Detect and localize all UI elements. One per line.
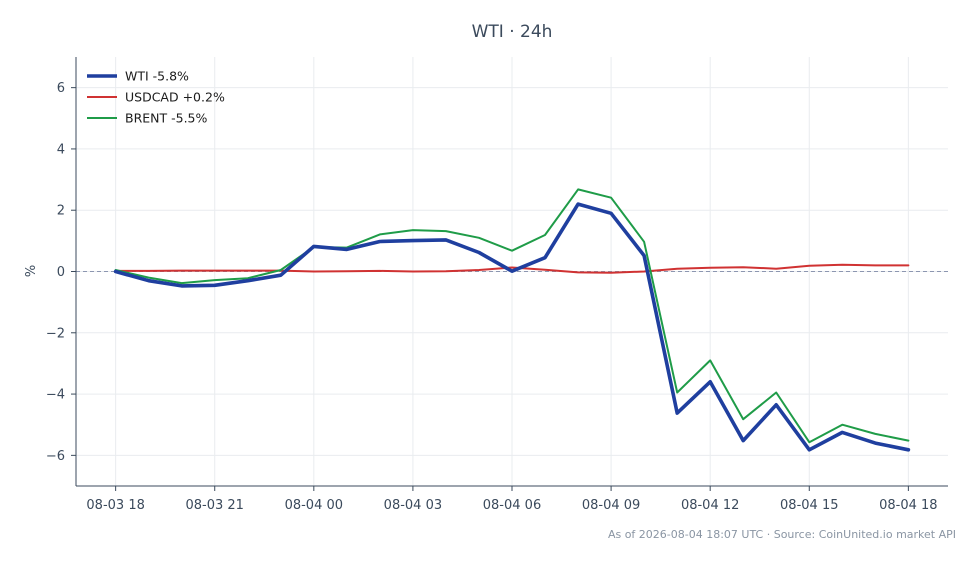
series-line-wti — [113, 202, 911, 452]
y-axis-label: % — [24, 265, 39, 277]
x-tick-label: 08-03 21 — [186, 498, 244, 513]
legend-label: WTI -5.8% — [125, 69, 189, 84]
legend-label: BRENT -5.5% — [125, 111, 208, 126]
chart-title: WTI · 24h — [472, 22, 553, 42]
y-axis-ticks: 6 4 2 0 −2 −4 −6 — [46, 81, 76, 464]
x-tick-label: 08-04 03 — [384, 498, 442, 513]
series-line-brent — [114, 188, 910, 444]
legend: WTI -5.8% USDCAD +0.2% BRENT -5.5% — [87, 69, 225, 126]
y-tick-label: 0 — [57, 265, 65, 280]
y-tick-label: −6 — [46, 449, 65, 464]
x-tick-label: 08-03 18 — [86, 498, 144, 513]
legend-label: USDCAD +0.2% — [125, 90, 225, 105]
series-line-usdcad — [114, 263, 910, 274]
series-lines — [113, 188, 911, 452]
x-tick-label: 08-04 09 — [582, 498, 640, 513]
x-tick-label: 08-04 06 — [483, 498, 541, 513]
y-tick-label: 6 — [57, 81, 65, 96]
source-footer: As of 2026-08-04 18:07 UTC · Source: Coi… — [608, 528, 956, 541]
y-tick-label: −2 — [46, 326, 65, 341]
y-tick-label: 2 — [57, 204, 65, 219]
x-axis-ticks: 08-03 18 08-03 21 08-04 00 08-04 03 08-04 06… — [86, 486, 938, 513]
x-tick-label: 08-04 00 — [285, 498, 343, 513]
x-tick-label: 08-04 15 — [780, 498, 838, 513]
y-tick-label: 4 — [57, 142, 65, 157]
y-tick-label: −4 — [46, 388, 65, 403]
x-tick-label: 08-04 18 — [879, 498, 937, 513]
x-tick-label: 08-04 12 — [681, 498, 739, 513]
